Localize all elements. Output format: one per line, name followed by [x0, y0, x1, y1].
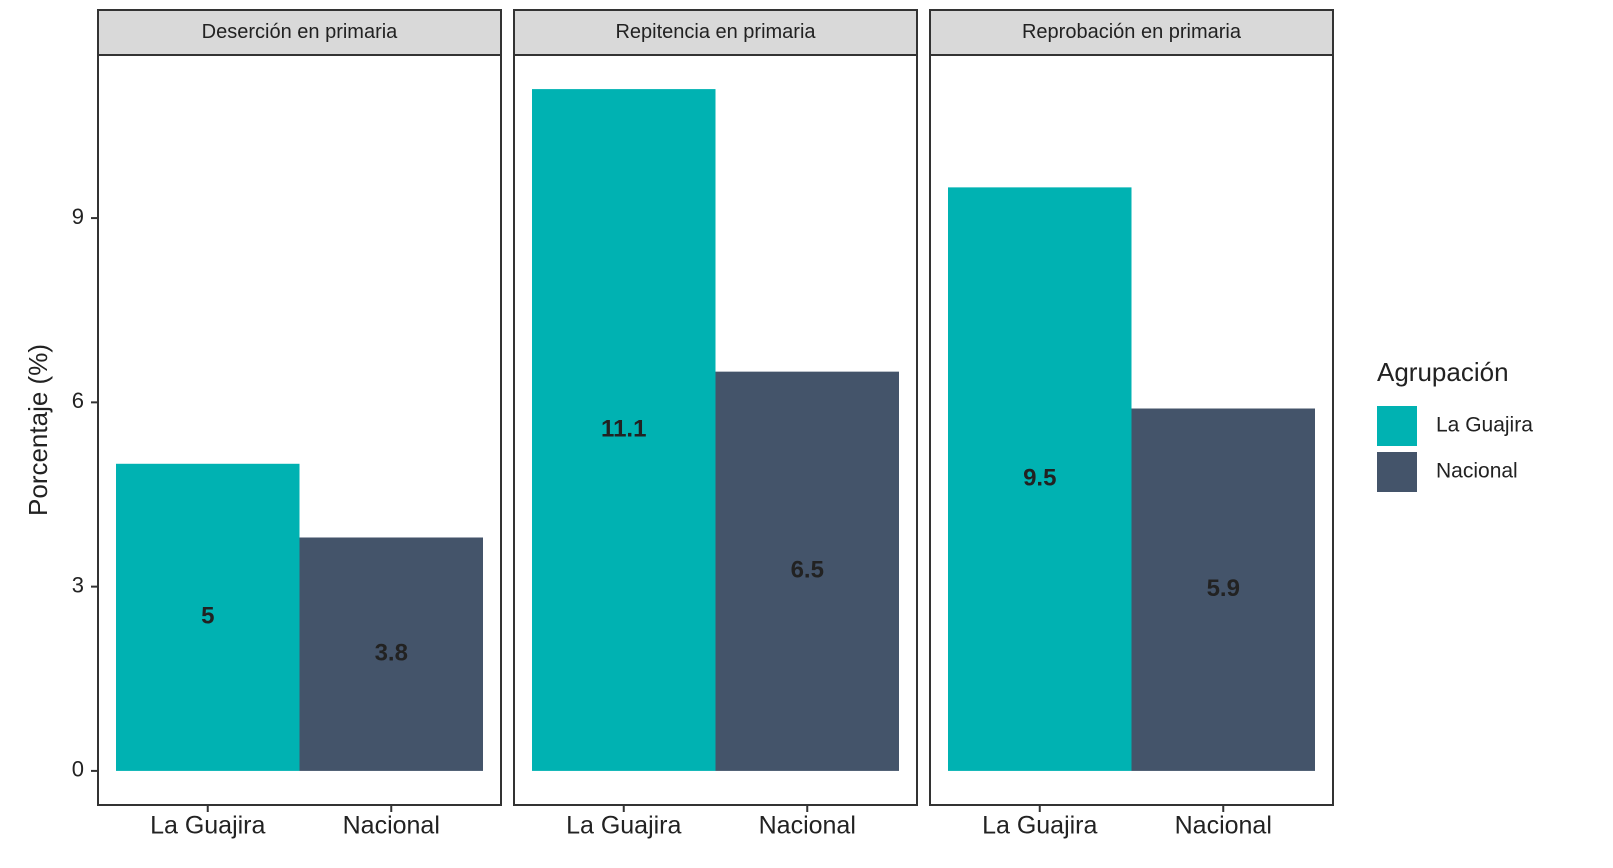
legend-title: Agrupación [1377, 357, 1509, 387]
facet-title: Repitencia en primaria [615, 21, 816, 43]
x-tick-label: La Guajira [566, 812, 681, 840]
y-tick-label: 9 [72, 204, 84, 229]
bar [299, 537, 483, 771]
value-label: 3.8 [375, 640, 408, 667]
legend-label: La Guajira [1436, 414, 1533, 437]
value-label: 9.5 [1023, 464, 1056, 491]
facet-strip [97, 9, 502, 56]
value-label: 5 [201, 603, 214, 630]
bar [715, 371, 899, 771]
legend-key [1377, 406, 1417, 446]
value-label: 6.5 [791, 557, 824, 584]
bar [116, 463, 300, 771]
x-tick-label: La Guajira [150, 812, 265, 840]
panel-border [929, 54, 1334, 806]
legend-key [1377, 452, 1417, 492]
panel-border [97, 54, 502, 806]
facet-title: Reprobación en primaria [1022, 21, 1242, 43]
y-tick-label: 6 [72, 388, 84, 413]
bar [1131, 408, 1315, 771]
value-label: 5.9 [1207, 575, 1240, 602]
facet-strip [929, 9, 1334, 56]
x-tick-label: Nacional [343, 812, 440, 840]
panel-border [513, 54, 918, 806]
legend-label: Nacional [1436, 460, 1518, 483]
bar [532, 89, 716, 771]
x-tick-label: Nacional [1175, 812, 1272, 840]
x-tick-label: Nacional [759, 812, 856, 840]
value-label: 11.1 [601, 415, 646, 442]
facet-title: Deserción en primaria [202, 21, 399, 43]
bar [948, 187, 1132, 771]
x-tick-label: La Guajira [982, 812, 1097, 840]
y-axis-label: Porcentaje (%) [23, 344, 53, 516]
y-tick-label: 3 [72, 572, 84, 597]
y-tick-label: 0 [72, 757, 84, 782]
